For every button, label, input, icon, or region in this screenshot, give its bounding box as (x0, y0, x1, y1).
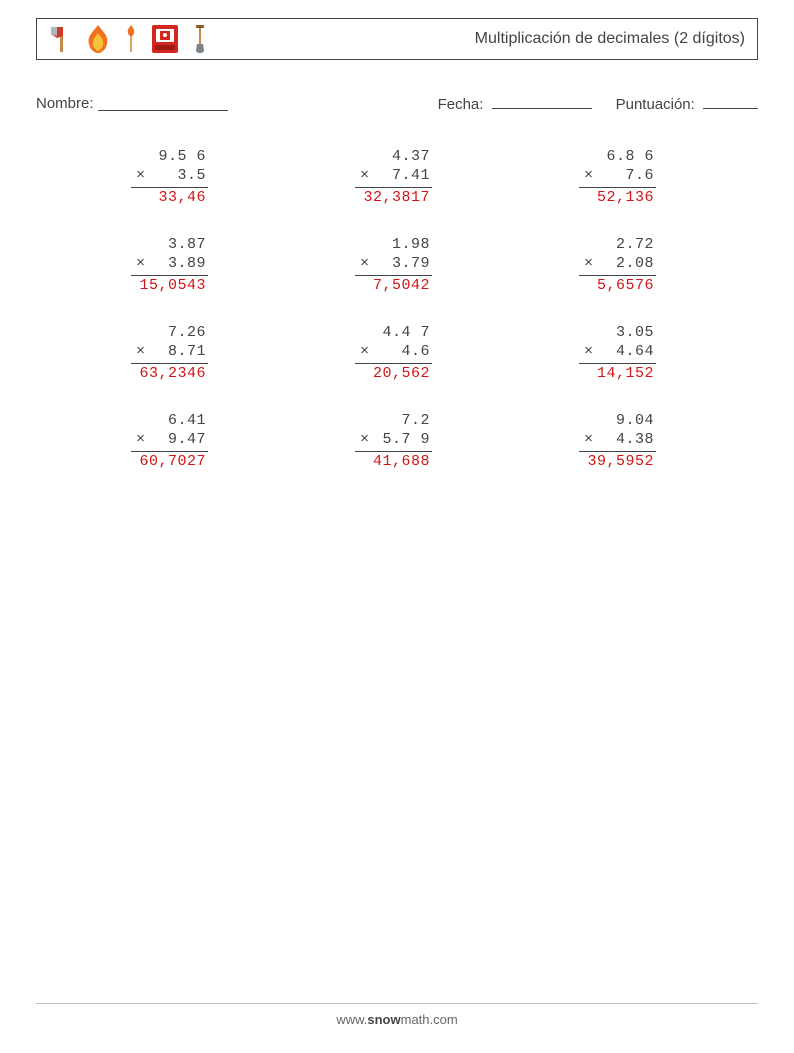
problem: 4.37× 7.41 32,3817 (300, 147, 470, 207)
multiplier: 4.64 (616, 342, 654, 361)
icon-row (49, 24, 209, 54)
answer: 52,136 (524, 188, 694, 207)
multiplier-line: × 4.6 (300, 342, 470, 361)
problem: 6.41× 9.47 60,7027 (76, 411, 246, 471)
multiplier: 9.47 (168, 430, 206, 449)
answer: 60,7027 (76, 452, 246, 471)
multiplier-line: × 8.71 (76, 342, 246, 361)
operator: × (360, 254, 370, 273)
multiplier-line: × 2.08 (524, 254, 694, 273)
multiplier-line: × 3.5 (76, 166, 246, 185)
answer: 15,0543 (76, 276, 246, 295)
answer: 7,5042 (300, 276, 470, 295)
multiplicand: 4.4 7 (300, 323, 470, 342)
operator: × (136, 166, 146, 185)
fire-icon (85, 24, 111, 54)
multiplier-line: × 3.79 (300, 254, 470, 273)
operator: × (136, 254, 146, 273)
problem: 9.5 6× 3.5 33,46 (76, 147, 246, 207)
multiplier: 7.41 (392, 166, 430, 185)
date-blank[interactable] (492, 94, 592, 109)
multiplier-line: × 5.7 9 (300, 430, 470, 449)
worksheet-title: Multiplicación de decimales (2 dígitos) (475, 30, 745, 48)
score-blank[interactable] (703, 94, 758, 109)
operator: × (584, 254, 594, 273)
problem: 7.2× 5.7 9 41,688 (300, 411, 470, 471)
multiplicand: 7.26 (76, 323, 246, 342)
multiplicand: 7.2 (300, 411, 470, 430)
operator: × (584, 166, 594, 185)
problem: 9.04× 4.38 39,5952 (524, 411, 694, 471)
multiplier: 5.7 9 (382, 430, 430, 449)
alarm-icon (151, 24, 179, 54)
problem: 2.72× 2.08 5,6576 (524, 235, 694, 295)
problem: 1.98× 3.79 7,5042 (300, 235, 470, 295)
multiplier: 2.08 (616, 254, 654, 273)
operator: × (584, 430, 594, 449)
answer: 32,3817 (300, 188, 470, 207)
multiplicand: 6.8 6 (524, 147, 694, 166)
multiplicand: 9.5 6 (76, 147, 246, 166)
shovel-icon (191, 24, 209, 54)
multiplier-line: × 7.6 (524, 166, 694, 185)
problem: 4.4 7× 4.6 20,562 (300, 323, 470, 383)
multiplier: 4.38 (616, 430, 654, 449)
operator: × (136, 430, 146, 449)
operator: × (584, 342, 594, 361)
multiplicand: 9.04 (524, 411, 694, 430)
multiplier-line: × 3.89 (76, 254, 246, 273)
answer: 39,5952 (524, 452, 694, 471)
footer-url: www.snowmath.com (0, 1012, 794, 1027)
multiplier: 4.6 (401, 342, 430, 361)
operator: × (360, 342, 370, 361)
operator: × (360, 166, 370, 185)
problem: 3.05× 4.64 14,152 (524, 323, 694, 383)
header-box: Multiplicación de decimales (2 dígitos) (36, 18, 758, 60)
date-label: Fecha: (438, 96, 484, 113)
answer: 5,6576 (524, 276, 694, 295)
multiplicand: 4.37 (300, 147, 470, 166)
multiplier: 3.79 (392, 254, 430, 273)
multiplicand: 3.05 (524, 323, 694, 342)
problems-grid: 9.5 6×3.533,464.37×7.4132,38176.8 6×7.65… (36, 147, 758, 471)
problem: 6.8 6× 7.6 52,136 (524, 147, 694, 207)
multiplier-line: × 9.47 (76, 430, 246, 449)
problem: 7.26× 8.71 63,2346 (76, 323, 246, 383)
multiplicand: 2.72 (524, 235, 694, 254)
footer: www.snowmath.com (0, 1003, 794, 1027)
axe-icon (49, 24, 73, 54)
operator: × (360, 430, 370, 449)
operator: × (136, 342, 146, 361)
multiplier: 3.89 (168, 254, 206, 273)
answer: 20,562 (300, 364, 470, 383)
multiplicand: 6.41 (76, 411, 246, 430)
problem: 3.87× 3.89 15,0543 (76, 235, 246, 295)
multiplier: 3.5 (177, 166, 206, 185)
multiplier: 7.6 (625, 166, 654, 185)
answer: 14,152 (524, 364, 694, 383)
answer: 41,688 (300, 452, 470, 471)
score-label: Puntuación: (616, 96, 695, 113)
answer: 33,46 (76, 188, 246, 207)
answer: 63,2346 (76, 364, 246, 383)
multiplier-line: × 4.38 (524, 430, 694, 449)
match-icon (123, 24, 139, 54)
name-label: Nombre: (36, 95, 94, 112)
info-row: Nombre: Fecha: Puntuación: (36, 94, 758, 113)
multiplier-line: × 7.41 (300, 166, 470, 185)
multiplicand: 3.87 (76, 235, 246, 254)
multiplier-line: × 4.64 (524, 342, 694, 361)
multiplier: 8.71 (168, 342, 206, 361)
multiplicand: 1.98 (300, 235, 470, 254)
name-blank[interactable] (98, 96, 228, 111)
